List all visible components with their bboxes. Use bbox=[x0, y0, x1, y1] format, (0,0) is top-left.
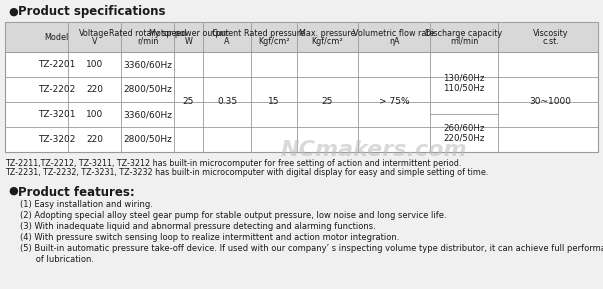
Text: TZ-2201: TZ-2201 bbox=[38, 60, 75, 69]
Text: Motor power output: Motor power output bbox=[148, 29, 229, 38]
Text: A: A bbox=[224, 36, 230, 45]
Text: (5) Built-in automatic pressure take-off device. If used with our company’ s ins: (5) Built-in automatic pressure take-off… bbox=[20, 244, 603, 253]
Text: Current: Current bbox=[212, 29, 242, 38]
Text: 100: 100 bbox=[86, 110, 103, 119]
Text: 100: 100 bbox=[86, 60, 103, 69]
Text: (1) Easy installation and wiring.: (1) Easy installation and wiring. bbox=[20, 200, 153, 209]
Text: Volumetric flow rate: Volumetric flow rate bbox=[353, 29, 435, 38]
Text: (4) With pressure switch sensing loop to realize intermittent and action motor i: (4) With pressure switch sensing loop to… bbox=[20, 233, 399, 242]
Text: ●: ● bbox=[8, 7, 17, 17]
Text: c.st.: c.st. bbox=[542, 36, 559, 45]
Text: ηA: ηA bbox=[389, 36, 399, 45]
Text: Discharge capacity: Discharge capacity bbox=[426, 29, 502, 38]
Text: TZ-2231, TZ-2232, TZ-3231, TZ-3232 has built-in microcomputer with digital displ: TZ-2231, TZ-2232, TZ-3231, TZ-3232 has b… bbox=[5, 168, 488, 177]
Text: TZ-3201: TZ-3201 bbox=[38, 110, 75, 119]
Text: 260/60Hz
220/50Hz: 260/60Hz 220/50Hz bbox=[443, 123, 485, 143]
Text: Model: Model bbox=[45, 32, 69, 42]
Text: TZ-3202: TZ-3202 bbox=[38, 135, 75, 144]
Text: Kgf/cm²: Kgf/cm² bbox=[258, 36, 290, 45]
Text: TZ-2202: TZ-2202 bbox=[38, 85, 75, 94]
Text: Rated pressure: Rated pressure bbox=[244, 29, 305, 38]
Text: Max. pressure: Max. pressure bbox=[299, 29, 356, 38]
Text: 3360/60Hz: 3360/60Hz bbox=[123, 110, 172, 119]
Text: r/min: r/min bbox=[137, 36, 158, 45]
Text: Product specifications: Product specifications bbox=[18, 5, 165, 18]
Text: of lubrication.: of lubrication. bbox=[20, 255, 94, 264]
Text: Product features:: Product features: bbox=[18, 186, 134, 199]
Text: V: V bbox=[92, 36, 97, 45]
Text: 3360/60Hz: 3360/60Hz bbox=[123, 60, 172, 69]
Text: 0.35: 0.35 bbox=[217, 97, 237, 107]
Text: 25: 25 bbox=[183, 97, 194, 107]
Text: Viscosity: Viscosity bbox=[532, 29, 568, 38]
Text: Voltage: Voltage bbox=[80, 29, 110, 38]
Text: > 75%: > 75% bbox=[379, 97, 409, 107]
Text: 2800/50Hz: 2800/50Hz bbox=[123, 85, 172, 94]
Text: Rated rotary speed: Rated rotary speed bbox=[109, 29, 186, 38]
Text: 220: 220 bbox=[86, 85, 103, 94]
Text: TZ-2211,TZ-2212, TZ-3211, TZ-3212 has built-in microcomputer for free setting of: TZ-2211,TZ-2212, TZ-3211, TZ-3212 has bu… bbox=[5, 159, 461, 168]
Bar bbox=[5, 22, 598, 152]
Text: Kgf/cm²: Kgf/cm² bbox=[312, 36, 343, 45]
Text: NCmakers.com: NCmakers.com bbox=[280, 140, 467, 160]
Text: 25: 25 bbox=[322, 97, 333, 107]
Text: W: W bbox=[185, 36, 192, 45]
Text: (2) Adopting special alloy steel gear pump for stable output pressure, low noise: (2) Adopting special alloy steel gear pu… bbox=[20, 211, 447, 220]
Text: ml/min: ml/min bbox=[450, 36, 478, 45]
Text: 220: 220 bbox=[86, 135, 103, 144]
Text: (3) With inadequate liquid and abnormal pressure detecting and alarming function: (3) With inadequate liquid and abnormal … bbox=[20, 222, 376, 231]
Text: 30~1000: 30~1000 bbox=[529, 97, 572, 107]
Text: 130/60Hz
110/50Hz: 130/60Hz 110/50Hz bbox=[443, 73, 485, 93]
Text: 15: 15 bbox=[268, 97, 280, 107]
Text: 2800/50Hz: 2800/50Hz bbox=[123, 135, 172, 144]
Bar bbox=[5, 22, 598, 52]
Text: ●: ● bbox=[8, 186, 17, 196]
